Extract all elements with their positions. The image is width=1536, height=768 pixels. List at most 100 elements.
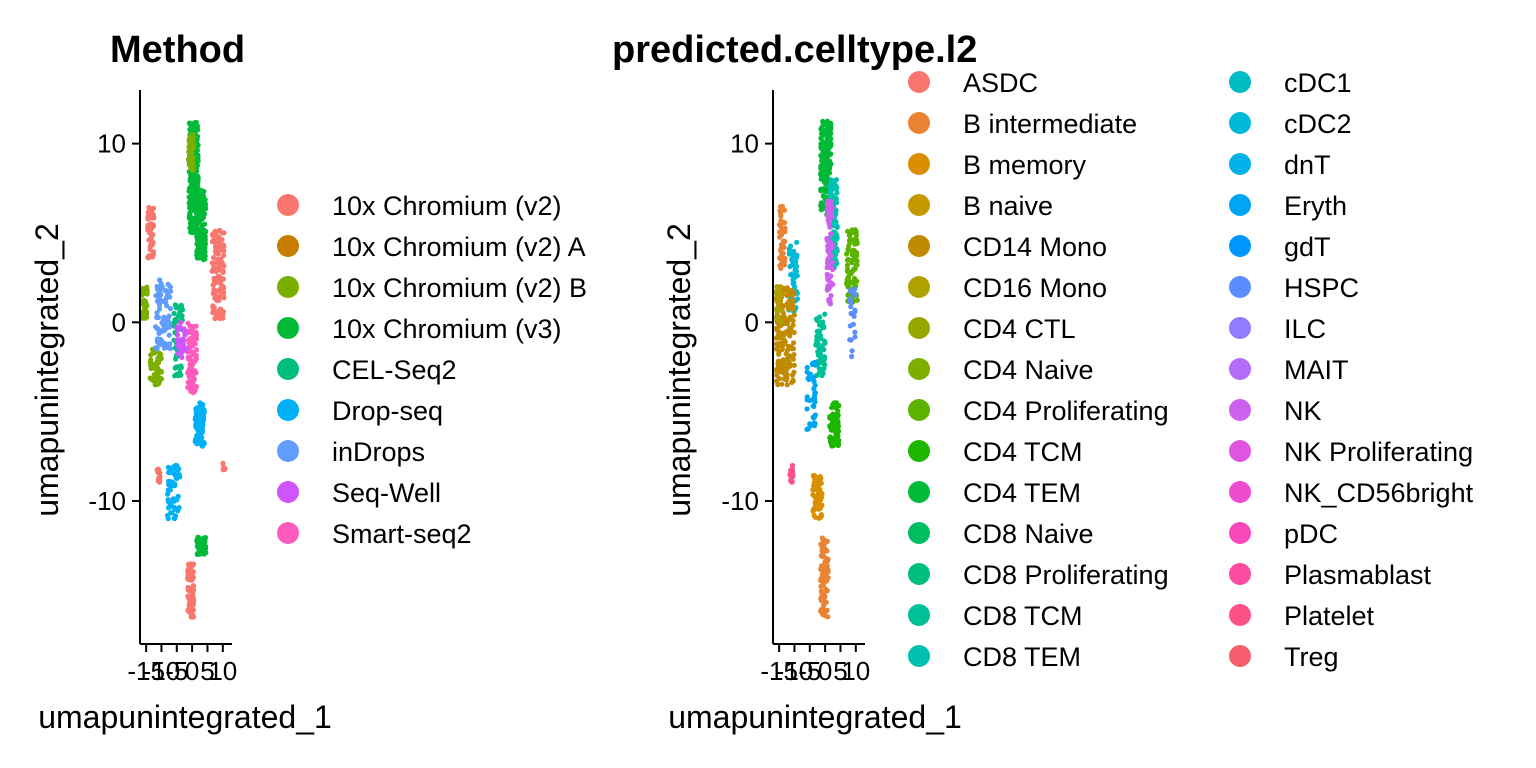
legend-label: dnT bbox=[1284, 150, 1331, 180]
legend-swatch bbox=[277, 522, 299, 544]
legend-swatch bbox=[908, 153, 930, 175]
data-point bbox=[195, 173, 201, 179]
data-point bbox=[219, 230, 225, 236]
data-point bbox=[786, 353, 792, 359]
legend-swatch bbox=[908, 112, 930, 134]
data-point bbox=[786, 248, 793, 254]
data-point bbox=[192, 127, 199, 133]
data-point bbox=[166, 478, 172, 484]
legend-swatch bbox=[908, 604, 930, 626]
data-point bbox=[140, 311, 146, 317]
data-point bbox=[790, 346, 797, 352]
y-tick-label: -10 bbox=[88, 486, 126, 516]
data-point bbox=[830, 401, 837, 407]
data-point bbox=[139, 315, 145, 321]
data-point bbox=[836, 437, 842, 443]
data-point bbox=[791, 329, 797, 336]
data-point bbox=[787, 472, 793, 478]
data-point bbox=[177, 314, 183, 320]
data-point bbox=[782, 225, 788, 231]
data-point bbox=[166, 332, 172, 338]
legend-label: CD8 Naive bbox=[963, 519, 1094, 549]
data-point bbox=[149, 254, 155, 260]
data-point bbox=[215, 251, 221, 257]
data-point bbox=[198, 545, 204, 552]
data-point bbox=[200, 541, 206, 547]
x-tick-label: -5 bbox=[798, 656, 821, 686]
data-point bbox=[822, 546, 828, 553]
data-point bbox=[220, 268, 226, 274]
data-point bbox=[828, 441, 835, 447]
data-point bbox=[815, 317, 821, 323]
data-point bbox=[189, 192, 195, 199]
data-point bbox=[820, 360, 826, 366]
data-point bbox=[176, 340, 182, 346]
data-point bbox=[828, 231, 834, 237]
legend-swatch bbox=[908, 235, 930, 257]
data-point bbox=[821, 176, 828, 182]
data-point bbox=[782, 258, 788, 264]
data-point bbox=[845, 284, 851, 290]
data-point bbox=[211, 264, 217, 270]
data-point bbox=[202, 236, 208, 242]
data-point bbox=[199, 228, 205, 234]
data-point bbox=[197, 232, 204, 239]
data-point bbox=[150, 232, 156, 238]
data-point bbox=[164, 289, 171, 295]
data-point bbox=[211, 292, 217, 298]
legend-label: Seq-Well bbox=[332, 478, 441, 508]
data-point bbox=[168, 306, 174, 312]
data-point bbox=[852, 254, 859, 260]
data-point bbox=[781, 219, 787, 226]
data-point bbox=[787, 263, 793, 270]
data-point bbox=[821, 602, 827, 608]
data-point bbox=[789, 462, 796, 469]
data-point bbox=[221, 467, 227, 473]
data-point bbox=[826, 297, 832, 303]
data-point bbox=[186, 188, 192, 194]
x-tick-label: 10 bbox=[841, 656, 870, 686]
legend-swatch bbox=[908, 194, 930, 216]
data-point bbox=[174, 497, 180, 503]
data-point bbox=[194, 550, 201, 557]
data-point bbox=[790, 279, 796, 285]
legend-label: 10x Chromium (v3) bbox=[332, 314, 562, 344]
data-point bbox=[824, 588, 830, 594]
legend-label: Platelet bbox=[1284, 601, 1375, 631]
data-point bbox=[185, 320, 191, 326]
data-point bbox=[142, 287, 148, 293]
legend-label: Treg bbox=[1284, 642, 1339, 672]
legend-swatch bbox=[908, 440, 930, 462]
data-point bbox=[818, 371, 825, 377]
data-point bbox=[854, 297, 860, 303]
legend-swatch bbox=[277, 235, 299, 257]
data-point bbox=[172, 317, 178, 323]
legend-swatch bbox=[1229, 604, 1251, 626]
data-point bbox=[828, 143, 834, 149]
legend-swatch bbox=[277, 440, 299, 462]
legend-swatch bbox=[1229, 194, 1251, 216]
data-point bbox=[792, 272, 798, 278]
data-point bbox=[784, 375, 790, 381]
data-point bbox=[794, 263, 800, 269]
legend-swatch bbox=[1229, 235, 1251, 257]
legend-swatch bbox=[1229, 358, 1251, 380]
data-point bbox=[790, 259, 796, 265]
legend-swatch bbox=[1229, 481, 1251, 503]
data-point bbox=[786, 304, 792, 310]
y-tick-label: 0 bbox=[745, 307, 759, 337]
data-point bbox=[824, 578, 830, 584]
data-point bbox=[161, 327, 167, 333]
data-point bbox=[804, 426, 810, 432]
data-point bbox=[195, 226, 201, 232]
x-tick-label: 0 bbox=[818, 656, 832, 686]
data-point bbox=[853, 292, 859, 298]
data-point bbox=[185, 568, 191, 574]
x-axis-title: umapunintegrated_1 bbox=[38, 699, 332, 735]
data-point bbox=[790, 356, 796, 362]
data-point bbox=[165, 491, 171, 497]
data-point bbox=[145, 213, 151, 219]
data-point bbox=[201, 211, 208, 217]
data-point bbox=[173, 513, 179, 519]
data-point bbox=[821, 566, 827, 572]
